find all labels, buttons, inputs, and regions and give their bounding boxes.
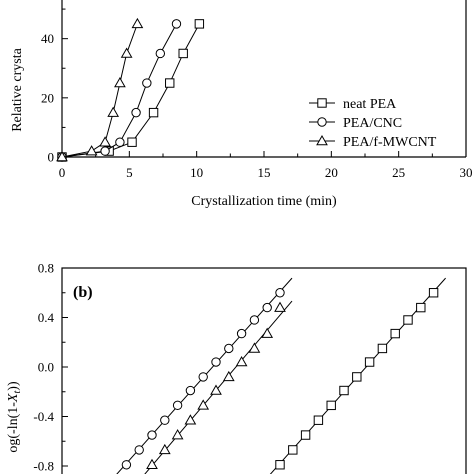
series-line-triangle xyxy=(61,23,138,158)
data-point-circle xyxy=(121,460,132,470)
data-point-circle xyxy=(147,430,157,440)
data-point-circle xyxy=(236,328,247,339)
panel-b-y-tick-label: 0.4 xyxy=(38,310,55,325)
legend-marker-circle xyxy=(317,117,327,127)
data-point-circle xyxy=(262,302,272,313)
data-point-triangle xyxy=(99,136,111,147)
panel-a: Relative crysta Crystallization time (mi… xyxy=(10,0,473,209)
panel-a-x-tick-label: 0 xyxy=(59,165,66,180)
data-point-square xyxy=(194,19,205,29)
panel-a-legend: neat PEA PEA/CNC PEA/f-MWCNT xyxy=(309,97,437,150)
panel-a-x-tick-label: 20 xyxy=(325,165,338,180)
data-point-square xyxy=(275,460,285,470)
panel-a-ticks: 0 5 10 15 20 25 30 0 20 40 xyxy=(41,8,473,180)
series-line-circle xyxy=(61,23,177,158)
data-point-circle xyxy=(115,137,125,147)
data-point-square xyxy=(326,400,336,411)
data-point-triangle xyxy=(107,106,120,117)
data-point-circle xyxy=(224,343,234,354)
data-point-triangle xyxy=(85,145,98,156)
panel-b-y-tick-label: -0.4 xyxy=(33,409,54,424)
data-point-triangle xyxy=(131,17,144,29)
data-point-square xyxy=(428,288,439,298)
panel-a-x-tick-label: 30 xyxy=(460,165,473,180)
panel-b-ticks: 0.8 0.4 0.0 -0.4 -0.8 xyxy=(33,261,68,474)
legend-label-square: neat PEA xyxy=(343,97,397,112)
data-point-square xyxy=(313,415,324,425)
data-point-circle xyxy=(275,288,285,298)
data-point-circle xyxy=(171,19,182,29)
data-point-triangle xyxy=(274,301,286,312)
data-point-triangle xyxy=(197,399,210,410)
data-point-circle xyxy=(142,78,152,88)
panel-b-y-tick-label: 0.8 xyxy=(38,261,54,276)
data-point-triangle xyxy=(248,342,261,353)
data-point-square xyxy=(352,372,362,382)
data-point-square xyxy=(416,302,426,313)
data-point-circle xyxy=(172,400,183,411)
data-point-circle xyxy=(134,445,144,455)
panel-b-ylabel-post: )) xyxy=(6,381,21,391)
series-line-square xyxy=(61,23,200,158)
panel-b-y-tick-label: 0.0 xyxy=(38,360,54,375)
data-point-square xyxy=(288,445,298,455)
data-point-triangle xyxy=(171,429,184,440)
panel-a-series xyxy=(56,17,205,162)
panel-a-x-tick-label: 15 xyxy=(258,165,271,180)
panel-a-x-tick-label: 25 xyxy=(392,165,405,180)
panel-a-x-tick-label: 5 xyxy=(126,165,133,180)
data-point-triangle xyxy=(184,414,197,425)
data-point-square xyxy=(178,48,188,59)
data-point-circle xyxy=(155,48,166,59)
data-point-circle xyxy=(249,315,260,325)
panel-b-ylabel: og(-ln(1-Xt)) xyxy=(6,381,23,453)
data-point-circle xyxy=(131,107,141,118)
data-point-square xyxy=(148,107,159,118)
panel-a-y-tick-label: 0 xyxy=(48,150,55,165)
panel-a-frame xyxy=(61,0,467,158)
panel-b-series xyxy=(116,277,446,474)
data-point-triangle xyxy=(56,150,68,162)
data-point-square xyxy=(390,328,400,339)
legend-marker-triangle xyxy=(316,134,328,146)
data-point-square xyxy=(377,343,388,354)
panel-b-ylabel-sub: t xyxy=(12,391,23,394)
data-point-circle xyxy=(185,385,196,396)
panel-a-ylabel: Relative crysta xyxy=(10,47,25,131)
panel-b-ylabel-var: X xyxy=(6,393,21,403)
data-point-circle xyxy=(100,146,110,156)
legend-marker-square xyxy=(317,98,327,108)
data-point-triangle xyxy=(158,443,171,455)
data-point-triangle xyxy=(261,327,274,338)
panel-a-xlabel: Crystallization time (min) xyxy=(191,194,337,209)
panel-a-y-tick-label: 20 xyxy=(41,90,54,105)
legend-label-triangle: PEA/f-MWCNT xyxy=(343,135,437,150)
data-point-triangle xyxy=(222,370,235,382)
data-point-triangle xyxy=(114,77,126,88)
data-point-triangle xyxy=(210,384,222,395)
data-point-square xyxy=(403,315,413,325)
panel-a-x-tick-label: 10 xyxy=(190,165,203,180)
legend-label-circle: PEA/CNC xyxy=(343,116,402,131)
data-point-square xyxy=(165,78,175,88)
data-point-square xyxy=(127,137,137,147)
panel-b-ylabel-pre: og(-ln(1- xyxy=(6,402,21,453)
panel-b-frame xyxy=(61,267,467,474)
panel-b-y-tick-label: -0.8 xyxy=(33,459,54,474)
data-point-square xyxy=(300,430,311,440)
data-point-circle xyxy=(198,372,208,382)
panel-b: (b) og(-ln(1-Xt)) 0.8 0.4 0.0 -0.4 -0.8 xyxy=(6,261,467,474)
data-point-triangle xyxy=(235,356,248,367)
panel-b-label: (b) xyxy=(73,284,93,301)
data-point-square xyxy=(339,385,349,396)
data-point-circle xyxy=(160,415,170,425)
panel-a-y-tick-label: 40 xyxy=(41,31,54,46)
data-point-square xyxy=(364,357,375,367)
data-point-triangle xyxy=(146,458,158,470)
data-point-circle xyxy=(211,357,221,367)
data-point-triangle xyxy=(120,47,133,58)
